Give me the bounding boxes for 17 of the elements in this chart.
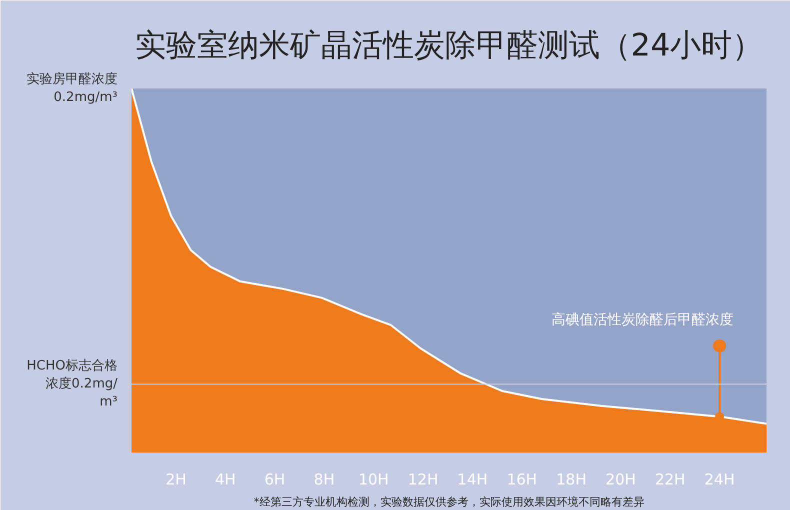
chart-title: 实验室纳米矿晶活性炭除甲醛测试（24小时） bbox=[134, 28, 764, 64]
annotation: 高碘值活性炭除醛后甲醛浓度 bbox=[552, 312, 734, 328]
ref-line-label: HCHO标志合格浓度0.2mg/m³ bbox=[26, 358, 118, 410]
x-tick-label: 12H bbox=[408, 470, 438, 488]
x-tick-label: 10H bbox=[358, 470, 389, 488]
x-tick-label: 22H bbox=[654, 470, 686, 488]
x-tick-label: 16H bbox=[506, 470, 538, 488]
x-tick-label: 14H bbox=[457, 470, 488, 488]
x-tick-label: 20H bbox=[606, 470, 636, 488]
x-tick-label: 6H bbox=[264, 470, 286, 488]
x-tick-label: 18H bbox=[556, 470, 586, 488]
x-tick-label: 2H bbox=[166, 470, 186, 488]
annotation: 实验房甲醛浓度 0.2mg/m³ bbox=[26, 71, 118, 105]
x-tick-label: 8H bbox=[314, 470, 335, 488]
text: *经第三方专业机构检测，实验数据仅供参考，实际使用效果因环境不同略有差异 bbox=[254, 496, 644, 508]
x-tick-label: 4H bbox=[214, 470, 236, 488]
x-tick-label: 24H bbox=[704, 470, 735, 488]
